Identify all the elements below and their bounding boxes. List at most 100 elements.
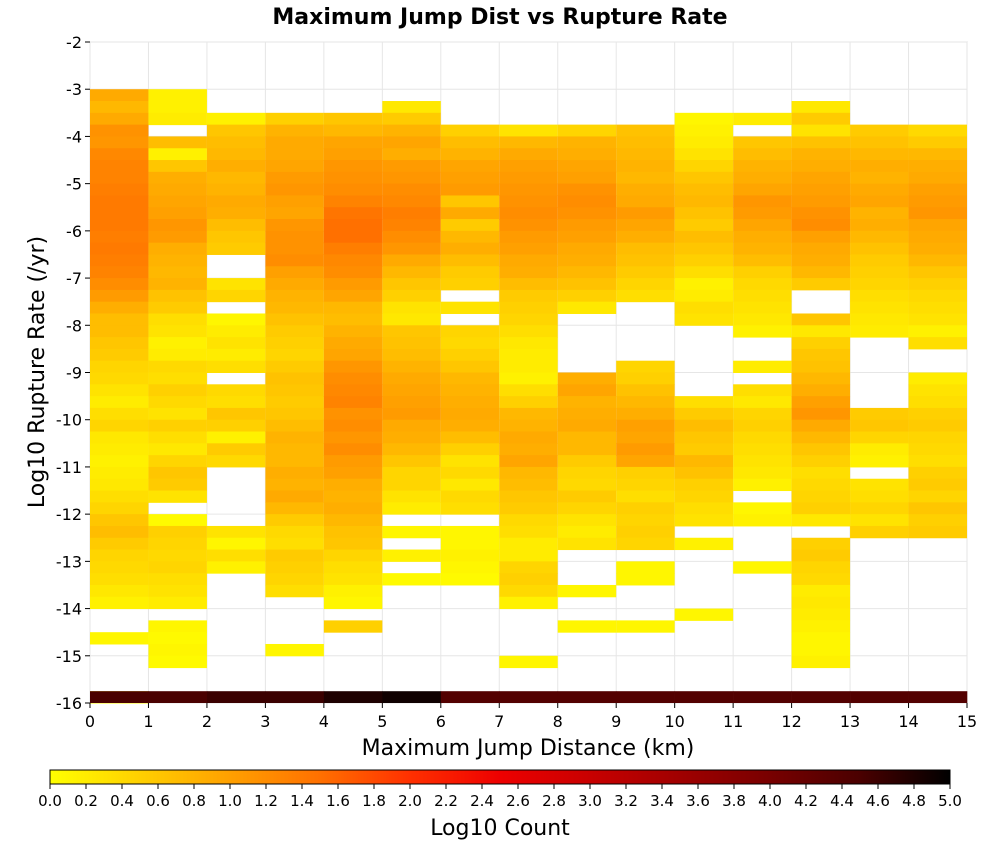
heatmap-cell [206, 230, 266, 244]
heatmap-cell [499, 514, 558, 527]
heatmap-cell [499, 407, 558, 421]
heatmap-cell [382, 360, 441, 373]
heatmap-cell [148, 89, 207, 102]
heatmap-cell [440, 136, 500, 149]
heatmap-cell [733, 112, 792, 126]
heatmap-cell [557, 443, 617, 456]
colorbar-tick-label: 1.8 [362, 792, 386, 810]
heatmap-cell [148, 325, 207, 338]
heatmap-cell [148, 183, 207, 196]
x-tick-label: 0 [85, 712, 95, 731]
x-axis-ticks: 0 1 2 3 4 5 6 7 8 9 10 11 12 13 14 15 [85, 703, 977, 731]
heatmap-cell [440, 242, 500, 255]
heatmap-cell [499, 230, 558, 244]
heatmap-cell [850, 254, 909, 267]
colorbar-tick-label: 2.2 [434, 792, 458, 810]
y-tick-label: -2 [66, 33, 82, 52]
heatmap-cell [733, 478, 792, 492]
heatmap-cell [499, 301, 558, 314]
heatmap-cell [323, 219, 383, 232]
heatmap-cell [674, 301, 734, 314]
heatmap-cell [850, 195, 909, 208]
heatmap-cell [908, 266, 967, 279]
heatmap-cell [850, 219, 909, 232]
heatmap-cell [791, 632, 851, 645]
x-tick-label: 4 [319, 712, 329, 731]
heatmap-cell [323, 289, 383, 303]
heatmap-cell [382, 502, 441, 515]
heatmap-cell [557, 148, 617, 161]
heatmap-cell [908, 124, 967, 137]
heatmap-cell [791, 549, 851, 562]
heatmap-cell [148, 289, 207, 303]
heatmap-cell [733, 443, 792, 456]
heatmap-cell [499, 148, 558, 161]
heatmap-cell [148, 266, 207, 279]
heatmap-cell [323, 183, 383, 196]
y-tick-label: -14 [56, 600, 82, 619]
heatmap-cell [440, 171, 500, 185]
colorbar-tick-label: 3.8 [722, 792, 746, 810]
heatmap-cell [90, 337, 149, 350]
heatmap-cell [90, 124, 149, 137]
heatmap-cell [499, 525, 558, 539]
heatmap-cell [616, 691, 675, 703]
heatmap-cell [440, 325, 500, 338]
heatmap-cell [206, 561, 266, 574]
x-axis-label: Maximum Jump Distance (km) [362, 736, 695, 761]
heatmap-cell [499, 266, 558, 279]
heatmap-cell [557, 207, 617, 220]
heatmap-cell [90, 325, 149, 338]
heatmap-cell [733, 301, 792, 314]
heatmap-cell [557, 136, 617, 149]
heatmap-cell [908, 407, 967, 421]
heatmap-cell [616, 537, 675, 551]
heatmap-cell [206, 171, 266, 185]
heatmap-cell [733, 230, 792, 244]
heatmap-cell [440, 348, 500, 362]
heatmap-cell [791, 502, 851, 515]
x-tick-label: 11 [723, 712, 743, 731]
heatmap-cell [733, 148, 792, 161]
heatmap-cell [616, 219, 675, 232]
heatmap-cell [616, 289, 675, 303]
heatmap-cell [323, 466, 383, 480]
heatmap-cell [791, 596, 851, 610]
heatmap-cell [499, 490, 558, 503]
heatmap-cell [440, 372, 500, 385]
heatmap-cell [791, 407, 851, 421]
colorbar-tick-label: 4.8 [902, 792, 926, 810]
y-tick-label: -8 [66, 316, 82, 335]
heatmap-cell [90, 384, 149, 397]
heatmap-cell [382, 396, 441, 409]
heatmap-cell [499, 537, 558, 551]
heatmap-cell [148, 195, 207, 208]
heatmap-cell [733, 242, 792, 255]
heatmap-cell [674, 278, 734, 291]
heatmap-cell [323, 384, 383, 397]
heatmap-cell [382, 443, 441, 456]
heatmap-cell [557, 301, 617, 314]
heatmap-cell [440, 278, 500, 291]
heatmap-cell [148, 348, 207, 362]
heatmap-cell [616, 266, 675, 279]
heatmap-cell [382, 348, 441, 362]
heatmap-cell [908, 301, 967, 314]
heatmap-cell [557, 431, 617, 444]
heatmap-cell [440, 407, 500, 421]
colorbar-tick-label: 3.6 [686, 792, 710, 810]
heatmap-cell [206, 148, 266, 161]
heatmap-cell [499, 254, 558, 267]
heatmap-cell [908, 455, 967, 468]
heatmap-cell [382, 431, 441, 444]
heatmap-cell [850, 230, 909, 244]
heatmap-cell [616, 443, 675, 456]
heatmap-cell [733, 384, 792, 397]
heatmap-cell [148, 455, 207, 468]
heatmap-cell [499, 384, 558, 397]
heatmap-cell [323, 502, 383, 515]
heatmap-cell [499, 136, 558, 149]
heatmap-cell [674, 266, 734, 279]
y-tick-label: -5 [66, 175, 82, 194]
heatmap-cell [265, 407, 324, 421]
